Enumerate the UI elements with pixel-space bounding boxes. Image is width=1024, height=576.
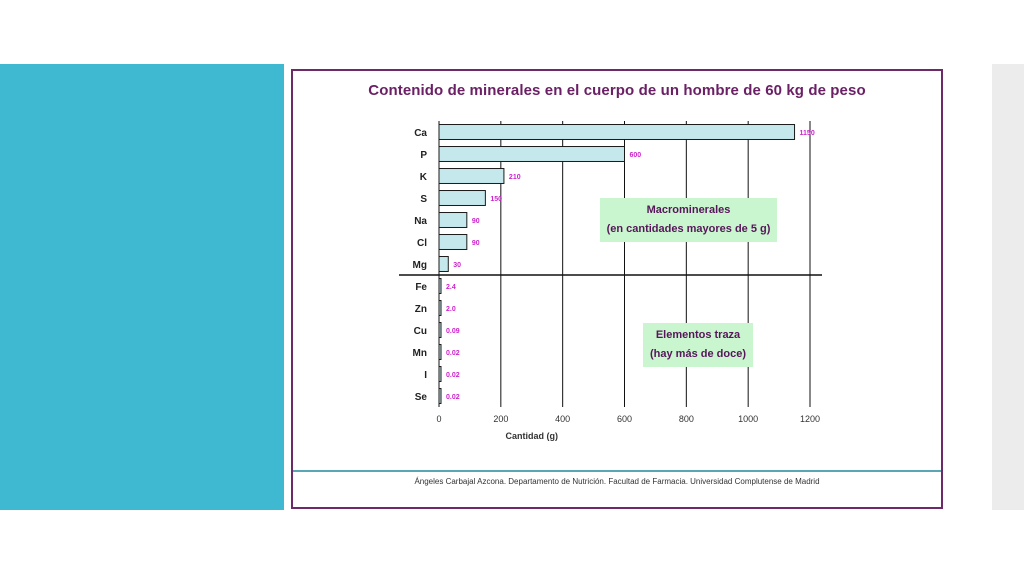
x-axis-label: Cantidad (g) (506, 431, 559, 441)
bar (438, 300, 442, 316)
category-label: Fe (415, 282, 427, 293)
x-tick-label: 400 (555, 414, 570, 424)
footer-divider (293, 470, 941, 472)
category-label: S (420, 194, 427, 205)
bar (438, 322, 442, 338)
category-label: Mg (413, 260, 427, 271)
trace-elements-title: Elementos traza (655, 329, 741, 341)
bar (438, 256, 449, 272)
macrominerals-annotation: Macrominerales (en cantidades mayores de… (600, 198, 777, 242)
data-label: 2.0 (446, 306, 456, 313)
data-label: 0.09 (446, 328, 460, 335)
bar (438, 366, 442, 382)
bar (438, 168, 505, 184)
data-label: 210 (509, 174, 521, 181)
left-accent-band (0, 64, 284, 510)
category-label: K (420, 172, 428, 183)
x-tick-label: 200 (493, 414, 508, 424)
data-label: 0.02 (446, 394, 460, 401)
data-label: 30 (453, 262, 461, 269)
bar (438, 124, 796, 140)
category-label: Cu (414, 326, 427, 337)
macrominerals-subtitle: (en cantidades mayores de 5 g) (606, 223, 771, 235)
bar (438, 344, 442, 360)
x-tick-label: 1000 (738, 414, 758, 424)
macrominerals-title: Macrominerales (646, 204, 731, 216)
category-label: Ca (414, 128, 427, 139)
trace-elements-annotation: Elementos traza (hay más de doce) (643, 323, 753, 367)
data-label: 0.02 (446, 372, 460, 379)
data-label: 90 (472, 240, 480, 247)
trace-elements-subtitle: (hay más de doce) (650, 348, 746, 360)
data-label: 0.02 (446, 350, 460, 357)
data-label: 150 (490, 196, 502, 203)
data-label: 90 (472, 218, 480, 225)
x-tick-label: 600 (617, 414, 632, 424)
chart-slide: Contenido de minerales en el cuerpo de u… (291, 69, 943, 509)
category-label: Mn (413, 348, 427, 359)
bar-chart: 0 200 400 600 800 1000 1200 Cantidad (g) Ca 1150 P… (399, 121, 822, 441)
category-label: Se (415, 392, 428, 403)
category-label: I (424, 370, 427, 381)
x-tick-label: 1200 (800, 414, 820, 424)
category-label: Cl (417, 238, 427, 249)
data-label: 1150 (800, 130, 815, 137)
category-label: Na (414, 216, 427, 227)
bar (438, 146, 625, 162)
data-label: 2.4 (446, 284, 456, 291)
footer-credit: Ángeles Carbajal Azcona. Departamento de… (414, 477, 820, 486)
x-tick-label: 800 (679, 414, 694, 424)
bar (438, 190, 486, 206)
category-label: P (420, 150, 427, 161)
x-tick-label: 0 (436, 414, 441, 424)
bar (438, 234, 468, 250)
category-label: Zn (415, 304, 427, 315)
bar (438, 278, 442, 294)
chart-title: Contenido de minerales en el cuerpo de u… (368, 82, 866, 99)
data-label: 600 (630, 152, 642, 159)
bar (438, 388, 442, 404)
right-gray-band (992, 64, 1024, 510)
bar (438, 212, 468, 228)
